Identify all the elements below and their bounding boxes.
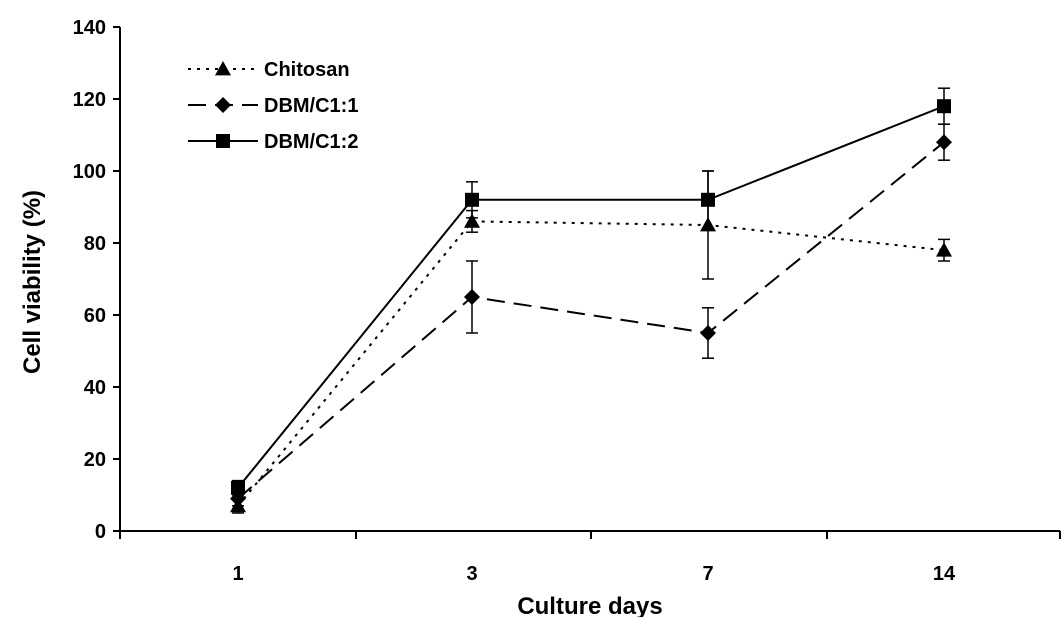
data-point	[937, 99, 951, 114]
data-point	[231, 480, 245, 495]
series-line	[237, 220, 945, 507]
data-point	[700, 325, 716, 341]
series-layer	[230, 87, 952, 514]
y-axis-title: Cell viability (%)	[19, 190, 46, 374]
y-tick-label: 60	[84, 305, 106, 327]
data-point	[465, 192, 479, 207]
data-point	[464, 289, 480, 305]
series-line	[237, 105, 945, 489]
series-triangle	[230, 170, 952, 514]
series-square	[231, 87, 951, 496]
legend-marker	[215, 61, 231, 76]
y-tick-label: 120	[73, 89, 106, 111]
data-point	[936, 242, 952, 257]
data-point	[936, 134, 952, 151]
legend-marker	[215, 97, 231, 113]
y-tick-label: 0	[95, 521, 106, 543]
y-tick-label: 20	[84, 449, 106, 471]
legend-label: Chitosan	[264, 59, 350, 81]
axes: 0 20 40 60 80 100 120 140 1 3 7 14	[73, 17, 1061, 585]
y-tick-label: 140	[73, 17, 106, 39]
legend-marker	[216, 134, 230, 148]
series-line	[237, 141, 945, 500]
legend: Chitosan DBM/C1:1 DBM/C1:2	[188, 59, 358, 153]
y-tick-label: 100	[73, 161, 106, 183]
legend-label: DBM/C1:2	[264, 131, 358, 153]
y-tick-label: 80	[84, 233, 106, 255]
data-point	[701, 192, 715, 207]
x-tick-label: 3	[466, 563, 477, 585]
x-tick-label: 1	[232, 563, 243, 585]
x-axis-title: Culture days	[517, 593, 662, 617]
y-tick-label: 40	[84, 377, 106, 399]
x-tick-label: 7	[702, 563, 713, 585]
data-point	[464, 213, 480, 228]
series-diamond	[230, 123, 952, 507]
legend-label: DBM/C1:1	[264, 95, 358, 117]
x-tick-label: 14	[933, 563, 956, 585]
